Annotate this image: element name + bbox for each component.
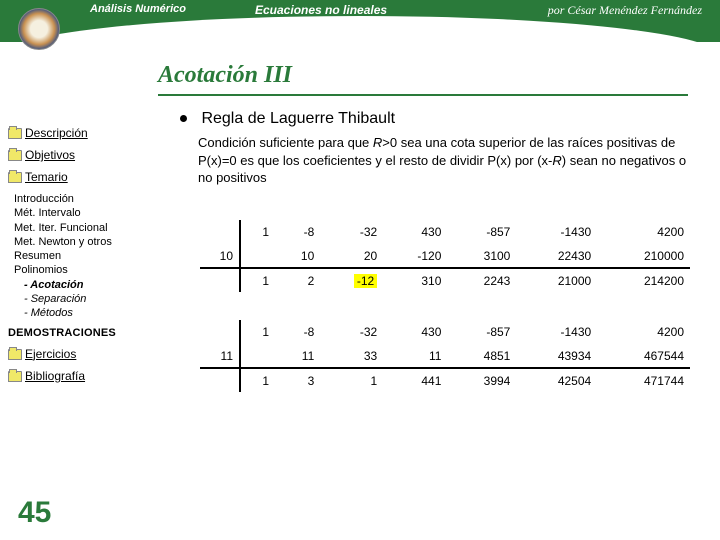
table-cell: 467544 — [597, 344, 690, 368]
table-cell: 430 — [383, 320, 447, 344]
main-bullet-text: Regla de Laguerre Thibault — [201, 110, 395, 127]
bullet-icon — [180, 115, 187, 122]
temario-item[interactable]: Resumen — [14, 249, 156, 263]
table-cell: 4851 — [447, 344, 516, 368]
table-cell: 3 — [275, 368, 320, 392]
table-row: 101020-120310022430210000 — [200, 244, 690, 268]
table-cell: 2243 — [447, 268, 516, 292]
table-separator — [200, 292, 690, 306]
demostraciones-label: DEMOSTRACIONES — [8, 327, 156, 339]
table-cell: -1430 — [516, 320, 597, 344]
table-cell: 43934 — [516, 344, 597, 368]
temario-item[interactable]: Met. Iter. Funcional — [14, 221, 156, 235]
table-cell: 210000 — [597, 244, 690, 268]
table-cell: 4200 — [597, 220, 690, 244]
table-cell: 430 — [383, 220, 447, 244]
table-cell: 214200 — [597, 268, 690, 292]
temario-sub-separacion[interactable]: - Separación — [24, 292, 156, 306]
table-cell — [200, 220, 240, 244]
table-cell: 33 — [320, 344, 383, 368]
table-cell: -32 — [320, 220, 383, 244]
table-cell: 11 — [383, 344, 447, 368]
table-cell: 3100 — [447, 244, 516, 268]
table-cell: 1 — [240, 268, 275, 292]
folder-icon — [8, 349, 22, 360]
temario-item[interactable]: Polinomios — [14, 263, 156, 277]
main-bullet: Regla de Laguerre Thibault — [180, 110, 395, 128]
folder-icon — [8, 172, 22, 183]
table-cell: 10 — [200, 244, 240, 268]
table-cell: 1 — [240, 320, 275, 344]
table-cell: 21000 — [516, 268, 597, 292]
table-cell: 11 — [200, 344, 240, 368]
table-cell: -857 — [447, 320, 516, 344]
table-separator — [200, 306, 690, 320]
nav-bibliografia[interactable]: Bibliografía — [8, 369, 156, 383]
table-cell: 310 — [383, 268, 447, 292]
body-text: Condición suficiente para que R>0 sea un… — [198, 134, 688, 187]
nav-objetivos[interactable]: Objetivos — [8, 148, 156, 162]
table-cell: -1430 — [516, 220, 597, 244]
table-cell: -8 — [275, 320, 320, 344]
table-cell — [240, 344, 275, 368]
table-row: 11113311485143934467544 — [200, 344, 690, 368]
table-cell: 22430 — [516, 244, 597, 268]
table-row: 1-8-32430-857-14304200 — [200, 220, 690, 244]
division-tables: 1-8-32430-857-14304200101020-12031002243… — [200, 220, 690, 392]
table-cell: 11 — [275, 344, 320, 368]
temario-item[interactable]: Met. Newton y otros — [14, 235, 156, 249]
header-right: por César Menéndez Fernández — [548, 3, 702, 18]
nav-temario[interactable]: Temario — [8, 170, 156, 184]
table-cell: 10 — [275, 244, 320, 268]
temario-sub-metodos[interactable]: - Métodos — [24, 306, 156, 320]
nav-ejercicios[interactable]: Ejercicios — [8, 347, 156, 361]
table-cell: 1 — [320, 368, 383, 392]
table-cell: 20 — [320, 244, 383, 268]
table-cell: 441 — [383, 368, 447, 392]
temario-item[interactable]: Introducción — [14, 192, 156, 206]
table-cell: -8 — [275, 220, 320, 244]
table-cell — [200, 368, 240, 392]
folder-icon — [8, 150, 22, 161]
table-cell — [200, 320, 240, 344]
temario-sub-acotacion[interactable]: - Acotación — [24, 278, 156, 292]
table-row: 12-12310224321000214200 — [200, 268, 690, 292]
table-cell: 4200 — [597, 320, 690, 344]
table-cell: 3994 — [447, 368, 516, 392]
sidebar: Descripción Objetivos Temario Introducci… — [8, 126, 156, 391]
header-left: Análisis Numérico — [90, 3, 186, 15]
temario-item[interactable]: Mét. Intervalo — [14, 206, 156, 220]
table-cell — [240, 244, 275, 268]
table-cell — [200, 268, 240, 292]
title-underline — [158, 94, 688, 96]
slide-title: Acotación III — [158, 62, 292, 89]
table-cell: 471744 — [597, 368, 690, 392]
table-cell: 1 — [240, 368, 275, 392]
tables-region: 1-8-32430-857-14304200101020-12031002243… — [200, 220, 690, 392]
table-cell: 2 — [275, 268, 320, 292]
folder-icon — [8, 371, 22, 382]
table-cell: -12 — [320, 268, 383, 292]
folder-icon — [8, 128, 22, 139]
table-cell: 42504 — [516, 368, 597, 392]
table-cell: -857 — [447, 220, 516, 244]
page-number: 45 — [18, 496, 51, 530]
table-cell: 1 — [240, 220, 275, 244]
temario-list: Introducción Mét. Intervalo Met. Iter. F… — [14, 192, 156, 321]
nav-descripcion[interactable]: Descripción — [8, 126, 156, 140]
table-cell: -120 — [383, 244, 447, 268]
table-row: 1-8-32430-857-14304200 — [200, 320, 690, 344]
logo-icon — [18, 8, 60, 50]
table-cell: -32 — [320, 320, 383, 344]
header-center: Ecuaciones no lineales — [255, 3, 387, 17]
table-row: 131441399442504471744 — [200, 368, 690, 392]
